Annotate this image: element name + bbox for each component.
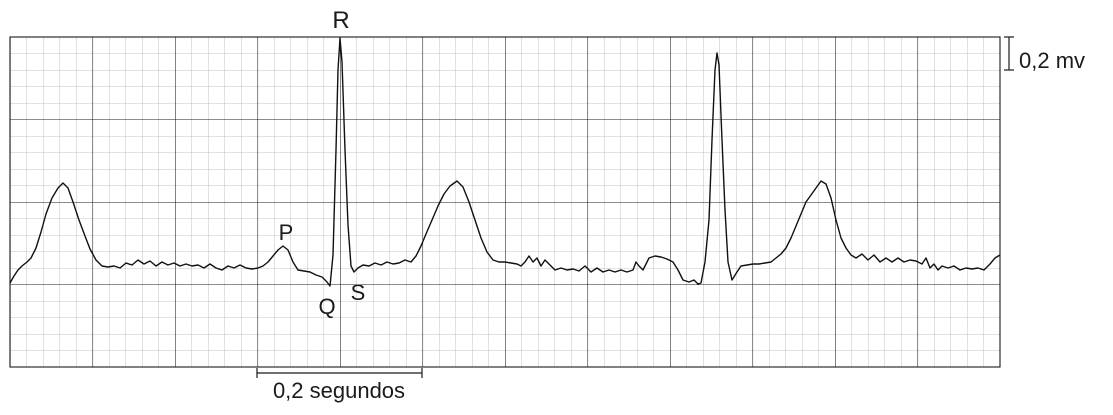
q-wave-label: Q [318,294,335,319]
r-wave-label: R [332,7,349,34]
voltage-scale-label: 0,2 mv [1019,48,1085,73]
voltage-scale-bracket [1004,36,1014,71]
s-wave-label: S [351,280,366,305]
major-grid [10,37,1000,367]
time-scale-bracket [256,368,423,378]
grid-border [9,36,1001,368]
time-scale-label: 0,2 segundos [273,378,405,403]
p-wave-label: P [279,220,294,245]
ecg-trace [9,37,1001,287]
ecg-grid [9,36,1001,368]
